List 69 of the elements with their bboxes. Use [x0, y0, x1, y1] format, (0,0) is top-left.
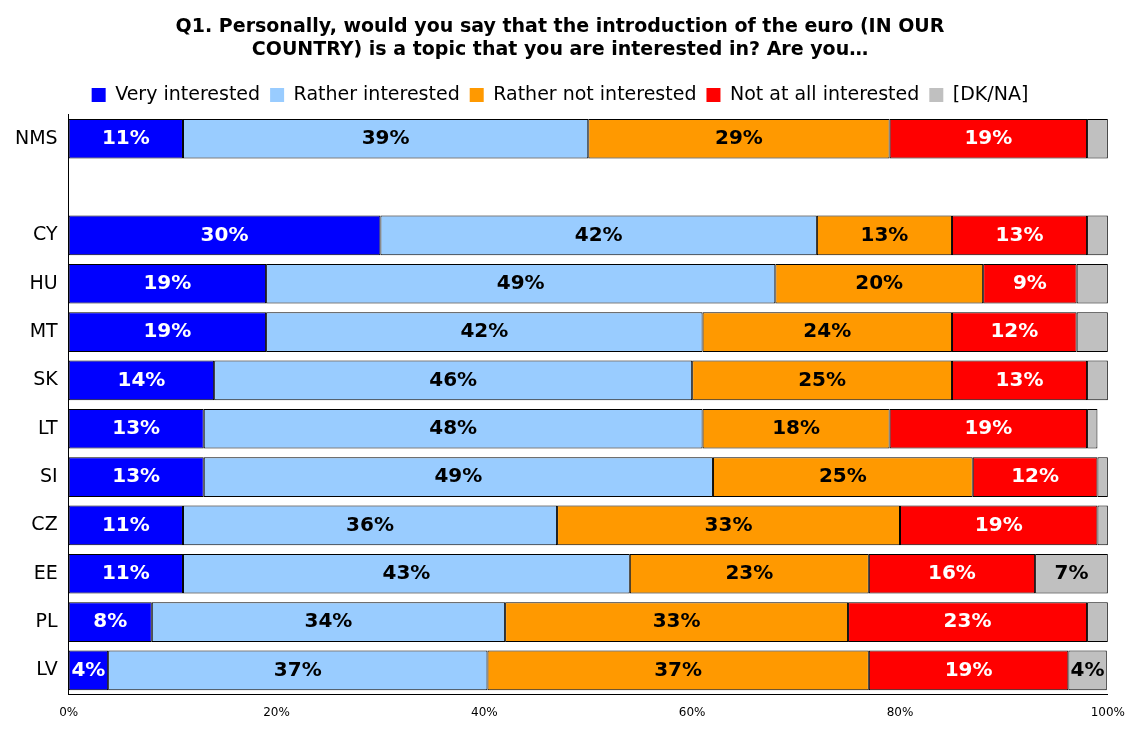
data-label: 14% [117, 366, 166, 391]
x-tick-label: 40% [471, 704, 498, 719]
y-tick-label: PL [35, 609, 59, 632]
legend-label: Very interested [115, 82, 261, 105]
data-label: 33% [652, 608, 701, 633]
data-label: 8% [93, 608, 128, 633]
data-label: 13% [112, 463, 161, 488]
data-label: 19% [974, 511, 1023, 536]
data-label: 19% [143, 269, 192, 294]
data-label: 12% [1011, 463, 1060, 488]
data-label: 4% [71, 656, 106, 681]
y-tick-label: SK [33, 367, 59, 390]
data-label: 43% [382, 559, 431, 584]
data-label: 48% [429, 414, 478, 439]
data-label: 19% [964, 124, 1013, 149]
data-label: 30% [200, 221, 249, 246]
data-label: 9% [1012, 269, 1047, 294]
data-label: 36% [346, 511, 394, 536]
data-label: 23% [725, 559, 774, 584]
data-label: 25% [818, 463, 867, 488]
y-tick-label: HU [29, 270, 58, 293]
data-label: 37% [654, 656, 703, 681]
legend-label: Not at all interested [729, 82, 920, 105]
x-tick-label: 0% [59, 704, 79, 719]
data-label: 37% [273, 656, 322, 681]
chart-title: Q1. Personally, would you say that the introduction of the euro (IN OUR COUNTRY) is a topic that you are interested in? Are you… [175, 14, 945, 60]
data-label: 13% [112, 414, 161, 439]
y-tick-label: SI [39, 464, 58, 487]
data-label: 19% [143, 318, 192, 343]
data-label: 42% [574, 221, 623, 246]
data-label: 11% [101, 559, 150, 584]
data-label: 19% [964, 414, 1013, 439]
x-tick-label: 80% [886, 704, 914, 719]
legend-label: Rather not interested [493, 82, 697, 105]
data-label: 4% [1070, 656, 1105, 681]
data-label: 23% [943, 608, 992, 633]
data-label: 12% [990, 318, 1039, 343]
y-tick-label: NMS [14, 125, 58, 148]
x-tick-label: 100% [1090, 704, 1125, 719]
data-label: 18% [772, 414, 821, 439]
data-label: 42% [460, 318, 509, 343]
data-label: 33% [704, 511, 753, 536]
data-label: 11% [101, 124, 150, 149]
y-tick-label: EE [33, 560, 58, 583]
y-tick-label: CY [33, 222, 59, 245]
y-tick-label: LV [36, 657, 58, 680]
data-label: 20% [855, 269, 904, 294]
data-label: 13% [860, 221, 909, 246]
x-tick-label: 60% [678, 704, 706, 719]
data-label: 16% [928, 559, 976, 584]
data-label: 49% [496, 269, 545, 294]
data-label: 49% [434, 463, 483, 488]
legend-label: Rather interested [293, 82, 460, 105]
x-tick-label: 20% [263, 704, 290, 719]
y-tick-label: MT [29, 319, 59, 342]
data-label: 13% [995, 366, 1044, 391]
data-label: 39% [361, 124, 410, 149]
data-label: 29% [715, 124, 763, 149]
data-label: 7% [1054, 559, 1089, 584]
y-tick-label: CZ [31, 512, 58, 535]
legend-label: [DK/NA] [952, 82, 1029, 105]
data-label: 24% [803, 318, 852, 343]
data-label: 34% [304, 608, 353, 633]
data-label: 19% [944, 656, 993, 681]
data-label: 46% [429, 366, 478, 391]
y-tick-label: LT [38, 415, 59, 438]
data-label: 11% [101, 511, 150, 536]
data-label: 13% [995, 221, 1044, 246]
data-label: 25% [798, 366, 847, 391]
